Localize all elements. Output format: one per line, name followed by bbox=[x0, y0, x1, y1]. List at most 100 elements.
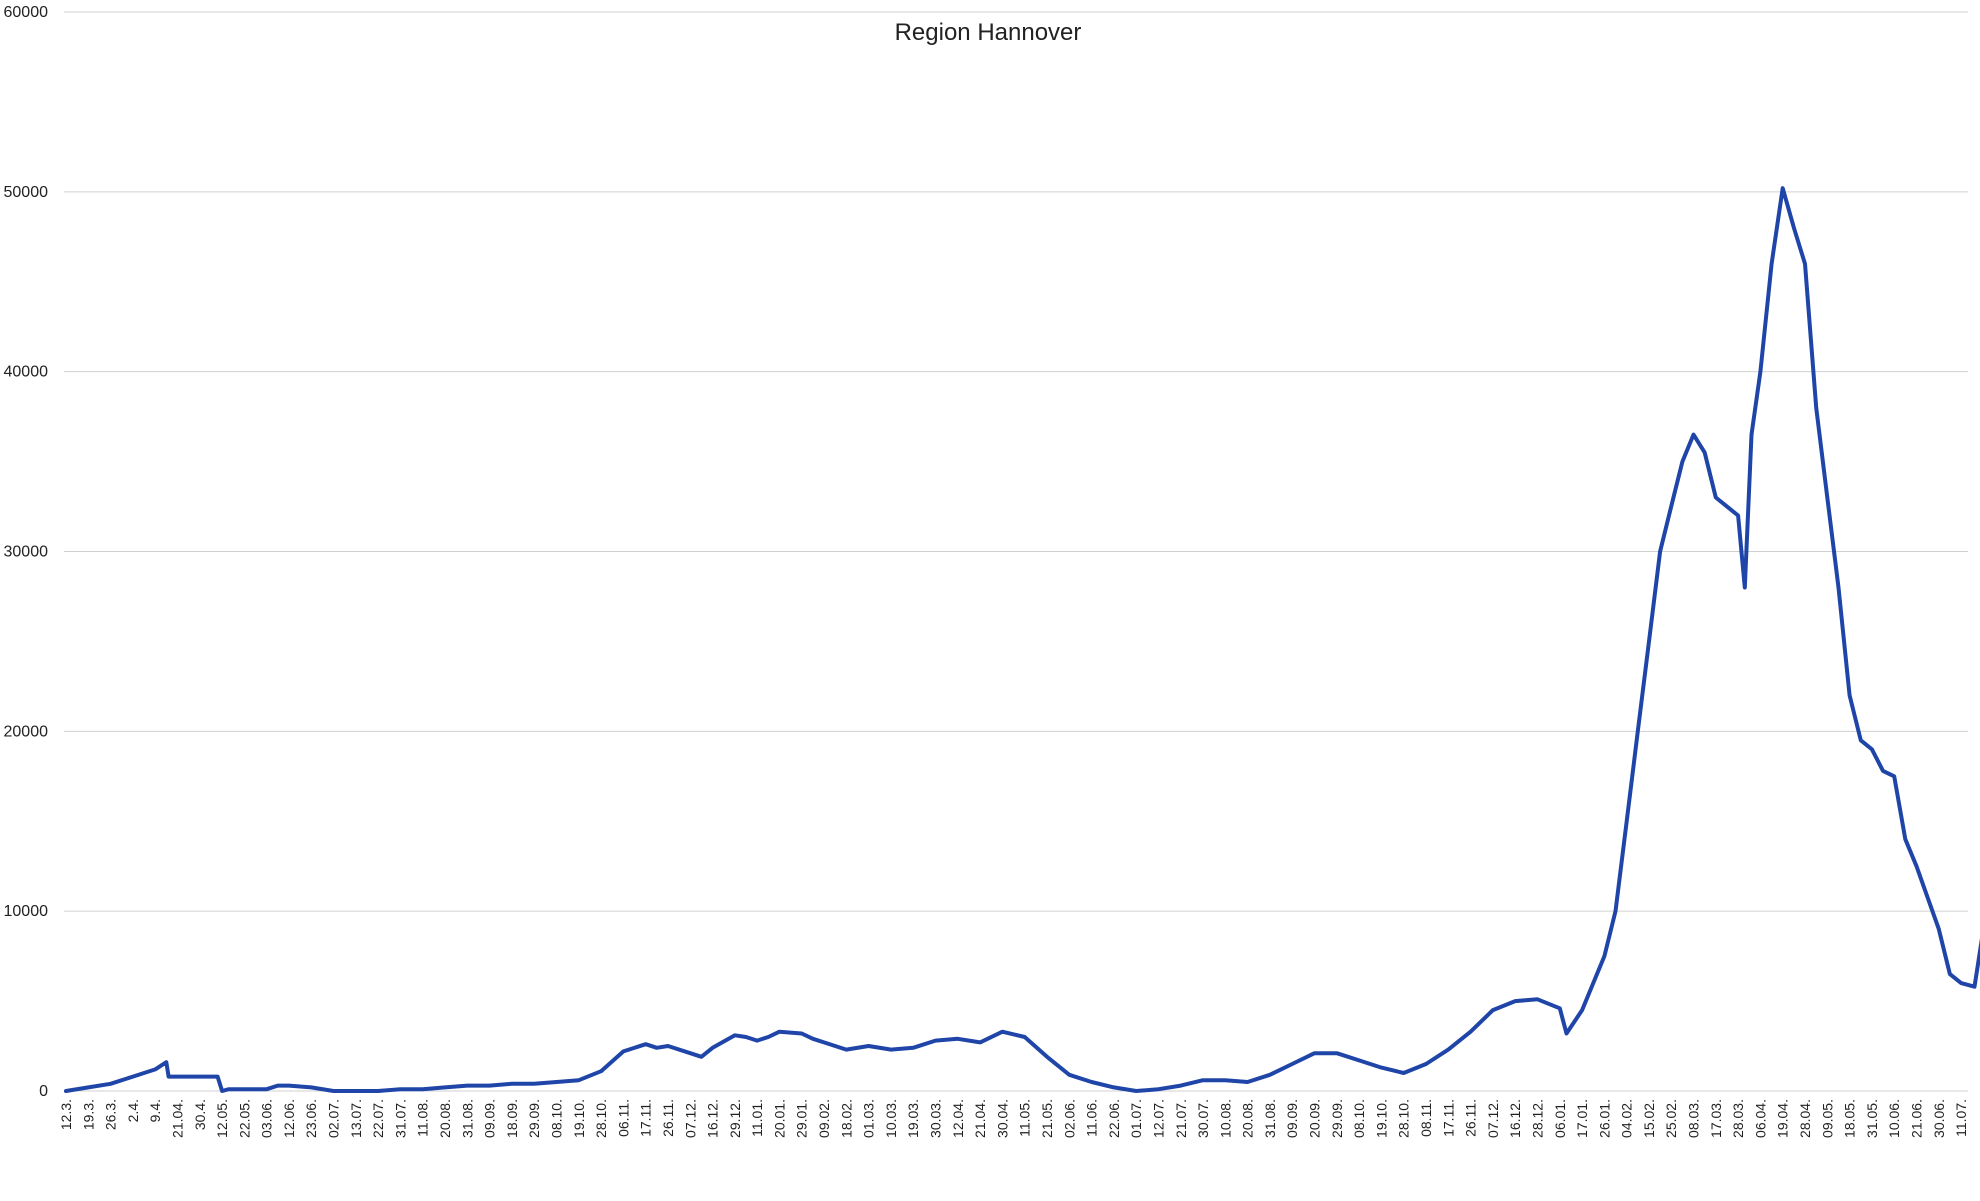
y-tick-label: 40000 bbox=[4, 364, 49, 381]
x-tick-label: 21.06. bbox=[1908, 1099, 1924, 1138]
x-tick-label: 22.06. bbox=[1106, 1099, 1122, 1138]
x-tick-label: 09.02. bbox=[816, 1099, 832, 1138]
x-tick-label: 08.11. bbox=[1418, 1099, 1434, 1137]
x-tick-label: 07.12. bbox=[682, 1099, 698, 1138]
x-tick-label: 09.09. bbox=[1284, 1099, 1300, 1138]
x-tick-label: 09.05. bbox=[1819, 1099, 1835, 1138]
x-tick-label: 28.10. bbox=[593, 1099, 609, 1138]
x-tick-label: 30.03. bbox=[928, 1099, 944, 1138]
x-tick-label: 23.06. bbox=[303, 1099, 319, 1138]
x-tick-label: 20.09. bbox=[1307, 1099, 1323, 1138]
x-tick-label: 19.10. bbox=[571, 1099, 587, 1138]
x-tick-label: 31.08. bbox=[1262, 1099, 1278, 1138]
y-tick-label: 50000 bbox=[4, 184, 49, 201]
chart-title: Region Hannover bbox=[895, 19, 1082, 46]
x-tick-label: 30.06. bbox=[1931, 1099, 1947, 1138]
x-tick-label: 12.3. bbox=[58, 1099, 74, 1130]
x-tick-label: 25.02. bbox=[1663, 1099, 1679, 1138]
y-tick-label: 20000 bbox=[4, 723, 49, 740]
y-axis-tick-labels: 0 10000 20000 30000 40000 50000 60000 bbox=[4, 4, 49, 1100]
y-tick-label: 0 bbox=[39, 1083, 48, 1100]
x-tick-label: 01.03. bbox=[861, 1099, 877, 1138]
x-tick-label: 20.01. bbox=[771, 1099, 787, 1138]
x-tick-label: 29.01. bbox=[794, 1099, 810, 1138]
x-tick-label: 28.12. bbox=[1529, 1099, 1545, 1138]
x-tick-label: 31.08. bbox=[459, 1099, 475, 1138]
x-tick-label: 31.05. bbox=[1864, 1099, 1880, 1138]
x-tick-label: 26.3. bbox=[103, 1099, 119, 1130]
x-tick-label: 13.07. bbox=[348, 1099, 364, 1138]
x-tick-label: 19.03. bbox=[905, 1099, 921, 1138]
x-tick-label: 21.05. bbox=[1039, 1099, 1055, 1138]
x-tick-label: 30.04. bbox=[994, 1099, 1010, 1138]
x-tick-label: 03.06. bbox=[259, 1099, 275, 1138]
x-tick-label: 18.09. bbox=[504, 1099, 520, 1138]
y-tick-label: 60000 bbox=[4, 4, 49, 21]
series-line bbox=[64, 186, 1980, 1093]
x-tick-label: 29.12. bbox=[727, 1099, 743, 1138]
x-tick-label: 17.11. bbox=[1440, 1099, 1456, 1137]
x-tick-label: 30.4. bbox=[192, 1099, 208, 1130]
x-tick-label: 01.07. bbox=[1128, 1099, 1144, 1138]
y-tick-label: 10000 bbox=[4, 903, 49, 920]
x-tick-label: 18.02. bbox=[838, 1099, 854, 1138]
x-tick-label: 08.10. bbox=[548, 1099, 564, 1138]
x-tick-label: 15.02. bbox=[1641, 1099, 1657, 1138]
x-tick-label: 17.03. bbox=[1708, 1099, 1724, 1138]
x-tick-label: 26.11. bbox=[1463, 1099, 1479, 1137]
x-tick-label: 08.03. bbox=[1686, 1099, 1702, 1138]
x-tick-label: 19.3. bbox=[80, 1099, 96, 1130]
x-tick-label: 10.08. bbox=[1217, 1099, 1233, 1138]
x-tick-label: 28.04. bbox=[1797, 1099, 1813, 1138]
x-tick-label: 12.04. bbox=[950, 1099, 966, 1138]
x-tick-label: 12.07. bbox=[1150, 1099, 1166, 1138]
x-tick-label: 22.07. bbox=[370, 1099, 386, 1138]
x-tick-label: 30.07. bbox=[1195, 1099, 1211, 1138]
x-tick-label: 21.07. bbox=[1173, 1099, 1189, 1138]
x-tick-label: 28.03. bbox=[1730, 1099, 1746, 1138]
x-tick-label: 9.4. bbox=[147, 1099, 163, 1122]
x-tick-label: 11.08. bbox=[415, 1099, 431, 1137]
x-tick-label: 16.12. bbox=[1507, 1099, 1523, 1138]
x-tick-label: 21.04. bbox=[972, 1099, 988, 1138]
x-tick-label: 20.08. bbox=[1240, 1099, 1256, 1138]
grid-lines bbox=[64, 11, 1968, 1092]
x-tick-label: 17.11. bbox=[638, 1099, 654, 1137]
x-tick-label: 12.05. bbox=[214, 1099, 230, 1138]
x-tick-label: 20.08. bbox=[437, 1099, 453, 1138]
x-tick-label: 28.10. bbox=[1396, 1099, 1412, 1138]
x-tick-label: 09.09. bbox=[482, 1099, 498, 1138]
x-tick-label: 22.05. bbox=[236, 1099, 252, 1138]
x-tick-label: 11.01. bbox=[749, 1099, 765, 1137]
x-axis-tick-labels: 12.3. 19.3. 26.3. 2.4. 9.4. 21.04. 30.4. 12.05.… bbox=[58, 1099, 1969, 1138]
x-tick-label: 26.01. bbox=[1596, 1099, 1612, 1138]
x-tick-label: 06.04. bbox=[1752, 1099, 1768, 1138]
x-tick-label: 18.05. bbox=[1842, 1099, 1858, 1138]
x-tick-label: 29.09. bbox=[1329, 1099, 1345, 1138]
x-tick-label: 02.06. bbox=[1061, 1099, 1077, 1138]
x-tick-label: 08.10. bbox=[1351, 1099, 1367, 1138]
x-tick-label: 02.07. bbox=[326, 1099, 342, 1138]
y-tick-label: 30000 bbox=[4, 544, 49, 561]
x-tick-label: 10.06. bbox=[1886, 1099, 1902, 1138]
x-tick-label: 17.01. bbox=[1574, 1099, 1590, 1138]
x-tick-label: 19.04. bbox=[1775, 1099, 1791, 1138]
x-tick-label: 07.12. bbox=[1485, 1099, 1501, 1138]
series-layer bbox=[64, 186, 1980, 1093]
x-tick-label: 11.05. bbox=[1017, 1099, 1033, 1137]
x-tick-label: 16.12. bbox=[705, 1099, 721, 1138]
x-tick-label: 10.03. bbox=[883, 1099, 899, 1138]
x-tick-label: 12.06. bbox=[281, 1099, 297, 1138]
x-tick-label: 04.02. bbox=[1619, 1099, 1635, 1138]
x-tick-label: 2.4. bbox=[125, 1099, 141, 1122]
x-tick-label: 29.09. bbox=[526, 1099, 542, 1138]
x-tick-label: 11.06. bbox=[1084, 1099, 1100, 1137]
x-tick-label: 06.11. bbox=[615, 1099, 631, 1137]
x-tick-label: 11.07. bbox=[1953, 1099, 1969, 1137]
x-tick-label: 21.04. bbox=[169, 1099, 185, 1138]
x-tick-label: 26.11. bbox=[660, 1099, 676, 1137]
x-tick-label: 31.07. bbox=[392, 1099, 408, 1138]
x-tick-label: 06.01. bbox=[1552, 1099, 1568, 1138]
